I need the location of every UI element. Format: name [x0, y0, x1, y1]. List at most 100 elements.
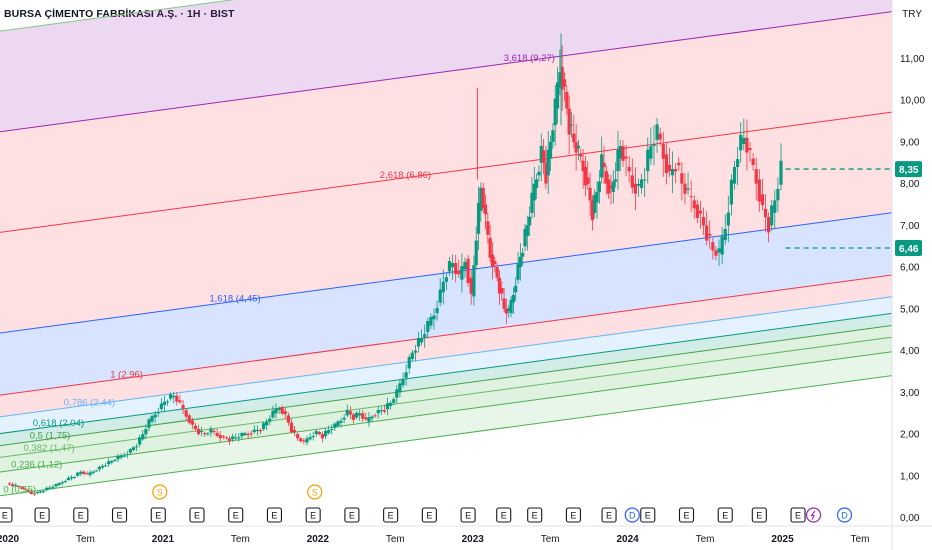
candle-body [574, 141, 578, 153]
fib-level-label: 0,236 (1,12) [11, 459, 62, 470]
dividend-event-icon[interactable] [307, 484, 323, 500]
fib-zone-fill [0, 212, 892, 396]
candle-body [551, 130, 555, 142]
earnings-event-icon[interactable] [150, 507, 166, 523]
earnings-event-icon[interactable] [344, 507, 360, 523]
candle-body [11, 484, 15, 487]
candle-body [630, 175, 634, 188]
candle-body [311, 436, 315, 438]
earnings-event-letter: E [310, 511, 316, 521]
earnings-event-icon[interactable] [790, 507, 806, 523]
x-tick-label: 2022 [307, 534, 330, 545]
candle-body [565, 91, 569, 109]
candle-body [711, 242, 715, 251]
fib-zone-fill [0, 313, 892, 446]
earnings-event-icon[interactable] [527, 507, 543, 523]
earnings-event-icon[interactable] [717, 507, 733, 523]
dividend-event-icon[interactable] [624, 507, 640, 523]
candle-body [299, 438, 303, 442]
candle-body [420, 338, 424, 343]
fib-level-label: 2,618 (6,86) [380, 170, 431, 181]
candle-body [320, 434, 325, 439]
candle-body [181, 404, 185, 409]
candle-body [367, 417, 371, 422]
earnings-event-letter: E [155, 511, 161, 521]
dividend-event-icon[interactable] [836, 507, 853, 523]
candle-body [175, 395, 179, 402]
y-tick-label: 9,00 [900, 137, 920, 148]
candle-body [196, 428, 201, 435]
candle-body [116, 456, 120, 460]
candle-body [562, 79, 567, 87]
candle-body [655, 124, 659, 140]
earnings-event-icon[interactable] [34, 507, 50, 523]
price-marker-badge [895, 239, 922, 256]
candle-body [317, 432, 321, 435]
candle-body [88, 472, 92, 476]
candle-body [231, 436, 235, 440]
earnings-event-icon[interactable] [266, 507, 282, 523]
candle-body [407, 357, 411, 369]
candle-body [773, 200, 777, 213]
candle-body [358, 413, 362, 416]
candle-body [692, 200, 696, 209]
candle-body [51, 486, 55, 488]
earnings-event-icon[interactable] [640, 507, 656, 523]
candle-body [521, 252, 525, 257]
y-tick-label: 0,00 [900, 513, 920, 524]
candle-body [57, 482, 61, 486]
candle-body [323, 431, 328, 437]
candle-body [184, 410, 188, 417]
candle-body [364, 417, 368, 420]
earnings-event-icon[interactable] [496, 507, 512, 523]
candle-body [20, 486, 24, 489]
candle-body [283, 411, 287, 415]
earnings-event-icon[interactable] [189, 507, 205, 523]
earnings-event-icon[interactable] [678, 507, 695, 523]
candle-body [757, 179, 761, 202]
earnings-event-icon[interactable] [601, 507, 617, 523]
candle-body [643, 179, 647, 181]
y-tick-label: 11,00 [900, 54, 925, 65]
candle-body [518, 256, 522, 268]
earnings-event-letter: E [117, 511, 123, 521]
candle-body [504, 308, 509, 314]
candle-body [398, 383, 402, 393]
fib-level-label: 0,5 (1,75) [30, 431, 71, 442]
earnings-event-icon[interactable] [111, 507, 128, 523]
candle-body [680, 173, 684, 184]
candle-body [579, 154, 583, 157]
earnings-event-letter: E [2, 511, 8, 521]
dividend-event-icon[interactable] [152, 484, 168, 500]
candle-body [636, 183, 641, 186]
candle-body [122, 455, 126, 457]
candle-body [237, 437, 241, 439]
candle-body [614, 179, 618, 182]
price-marker-badge [895, 161, 922, 178]
earnings-event-icon[interactable] [751, 507, 767, 523]
earnings-event-icon[interactable] [305, 507, 321, 523]
candle-body [141, 434, 145, 440]
candle-body [541, 150, 546, 163]
candle-body [413, 350, 418, 353]
earnings-event-icon[interactable] [460, 507, 476, 523]
candle-body [255, 429, 260, 431]
candle-body [336, 421, 340, 426]
fib-level-label: 0,382 (1,47) [23, 443, 74, 454]
earnings-event-icon[interactable] [0, 507, 13, 523]
earnings-event-icon[interactable] [565, 507, 581, 523]
candle-body [162, 401, 167, 405]
earnings-event-icon[interactable] [73, 507, 89, 523]
earnings-event-icon[interactable] [383, 507, 399, 523]
candle-body [490, 254, 495, 267]
candle-body [249, 433, 253, 435]
fib-level-line [0, 11, 892, 133]
candle-body [646, 149, 650, 172]
candle-body [289, 422, 294, 433]
candle-body [265, 421, 269, 426]
earnings-event-icon[interactable] [421, 507, 437, 523]
candle-body [296, 434, 300, 439]
candle-body [767, 217, 771, 233]
earnings-event-icon[interactable] [228, 507, 244, 523]
